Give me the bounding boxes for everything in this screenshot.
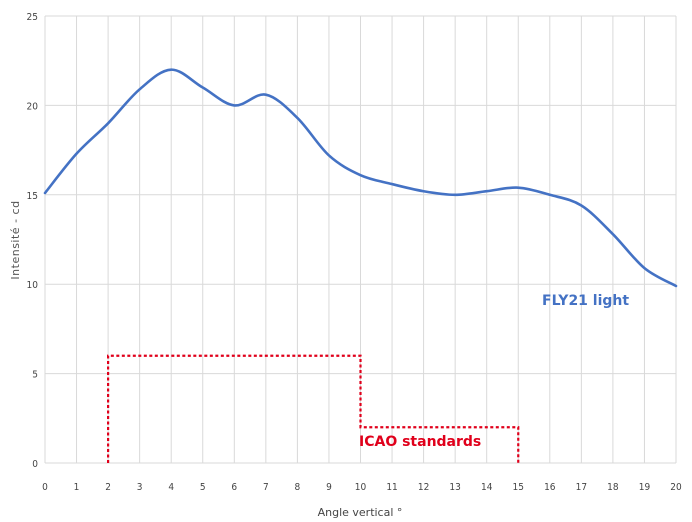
icao-standards-line — [107, 354, 520, 463]
x-tick-label-14: 14 — [481, 482, 493, 493]
icao-standards-label: ICAO standards — [359, 434, 481, 450]
x-tick-label-0: 0 — [42, 482, 48, 493]
x-tick-label-1: 1 — [74, 482, 80, 493]
x-tick-label-16: 16 — [544, 482, 556, 493]
y-axis-title: Intensité - cd — [9, 200, 22, 279]
x-tick-label-15: 15 — [513, 482, 524, 493]
x-tick-label-19: 19 — [639, 482, 651, 493]
y-tick-label-25: 25 — [27, 12, 38, 23]
grid — [44, 15, 677, 464]
y-tick-label-10: 10 — [27, 280, 39, 291]
x-tick-label-7: 7 — [263, 482, 269, 493]
x-tick-label-10: 10 — [355, 482, 367, 493]
x-tick-label-12: 12 — [418, 482, 429, 493]
x-tick-label-18: 18 — [607, 482, 619, 493]
x-tick-label-20: 20 — [670, 482, 682, 493]
y-tick-labels: 0 5 10 15 20 25 — [27, 12, 39, 470]
x-tick-label-17: 17 — [576, 482, 587, 493]
x-tick-label-8: 8 — [295, 482, 301, 493]
x-tick-label-11: 11 — [386, 482, 397, 493]
x-tick-label-6: 6 — [231, 482, 237, 493]
icao-standards-path — [107, 354, 520, 463]
x-tick-label-13: 13 — [449, 482, 460, 493]
y-tick-label-0: 0 — [32, 459, 38, 470]
x-tick-label-2: 2 — [105, 482, 111, 493]
y-tick-label-20: 20 — [27, 101, 39, 112]
x-axis-title: Angle vertical ° — [318, 506, 403, 519]
x-tick-labels: 0 1 2 3 4 5 6 7 8 9 10 11 12 13 14 15 16 17 18 19 20 — [42, 482, 682, 493]
fly21-light-label: FLY21 light — [542, 293, 629, 309]
y-tick-label-5: 5 — [32, 370, 38, 381]
x-tick-label-4: 4 — [168, 482, 174, 493]
x-tick-label-9: 9 — [326, 482, 332, 493]
x-tick-label-5: 5 — [200, 482, 206, 493]
fly21-light-line — [43, 68, 678, 288]
x-tick-label-3: 3 — [137, 482, 143, 493]
y-tick-label-15: 15 — [27, 191, 38, 202]
